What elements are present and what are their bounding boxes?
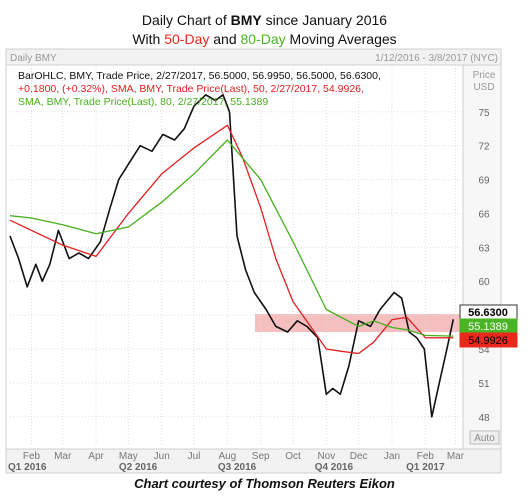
y-tick-label: 51 bbox=[478, 379, 490, 390]
y-tick-label: 54 bbox=[478, 345, 490, 356]
y-tick-label: 60 bbox=[478, 277, 490, 288]
x-tick-label: Sep bbox=[252, 451, 270, 462]
title-ma80: 80-Day bbox=[240, 31, 286, 47]
price-tag: 56.6300 bbox=[468, 307, 508, 319]
y-axis-unit: USD bbox=[473, 82, 494, 93]
x-tick-label: Nov bbox=[317, 451, 335, 462]
y-tick-label: 75 bbox=[478, 108, 490, 119]
legend-line: BarOHLC, BMY, Trade Price, 2/27/2017, 56… bbox=[18, 70, 381, 82]
quarter-label: Q3 2016 bbox=[218, 462, 257, 473]
quarter-label: Q4 2016 bbox=[315, 462, 354, 473]
y-axis-strip bbox=[462, 64, 502, 450]
chart-title-line1: Daily Chart of BMY since January 2016 bbox=[141, 12, 388, 28]
x-tick-label: Jun bbox=[154, 451, 170, 462]
panel-label: Daily BMY bbox=[10, 53, 57, 64]
y-tick-label: 72 bbox=[478, 142, 490, 153]
y-tick-label: 48 bbox=[478, 413, 490, 424]
title-ma50: 50-Day bbox=[164, 31, 210, 47]
y-tick-label: 63 bbox=[478, 243, 490, 254]
y-tick-label: 66 bbox=[478, 209, 490, 220]
quarter-label: Q1 2016 bbox=[8, 462, 47, 473]
x-tick-label: Jan bbox=[384, 451, 400, 462]
x-tick-label: Feb bbox=[417, 451, 435, 462]
auto-button-label: Auto bbox=[474, 433, 495, 444]
x-tick-label: May bbox=[119, 451, 138, 462]
x-axis-strip bbox=[5, 448, 502, 474]
auto-button-box bbox=[469, 430, 500, 445]
quarter-label: Q1 2017 bbox=[406, 462, 445, 473]
date-range: 1/12/2016 - 3/8/2017 (NYC) bbox=[375, 53, 498, 64]
x-tick-label: Feb bbox=[23, 451, 41, 462]
sma50-series-line bbox=[9, 124, 454, 355]
x-tick-label: Dec bbox=[350, 451, 368, 462]
x-tick-label: Mar bbox=[447, 451, 465, 462]
sma50-tag-box bbox=[459, 332, 518, 348]
chart-caption: Chart courtesy of Thomson Reuters Eikon bbox=[134, 476, 395, 491]
sma80-series-line bbox=[9, 139, 454, 337]
price-series-line bbox=[9, 94, 455, 418]
legend-line: SMA, BMY, Trade Price(Last), 80, 2/27/20… bbox=[18, 96, 268, 108]
x-tick-label: Mar bbox=[54, 451, 72, 462]
x-tick-label: Oct bbox=[285, 451, 301, 462]
legend-line: +0.1800, (+0.32%), SMA, BMY, Trade Price… bbox=[18, 83, 364, 95]
x-tick-label: Apr bbox=[88, 451, 104, 462]
title-ticker: BMY bbox=[230, 12, 262, 28]
x-tick-label: Aug bbox=[218, 451, 236, 462]
panel-header bbox=[5, 48, 502, 66]
x-tick-label: Jul bbox=[188, 451, 201, 462]
chart-title-line2: With 50-Day and 80-Day Moving Averages bbox=[132, 31, 397, 47]
y-tick-label: 69 bbox=[478, 176, 490, 187]
quarter-label: Q2 2016 bbox=[119, 462, 158, 473]
chart-panel bbox=[5, 48, 502, 450]
sma80-tag: 55.1389 bbox=[468, 321, 508, 333]
y-axis-title: Price bbox=[473, 70, 496, 81]
sma50-tag: 54.9926 bbox=[468, 335, 508, 347]
